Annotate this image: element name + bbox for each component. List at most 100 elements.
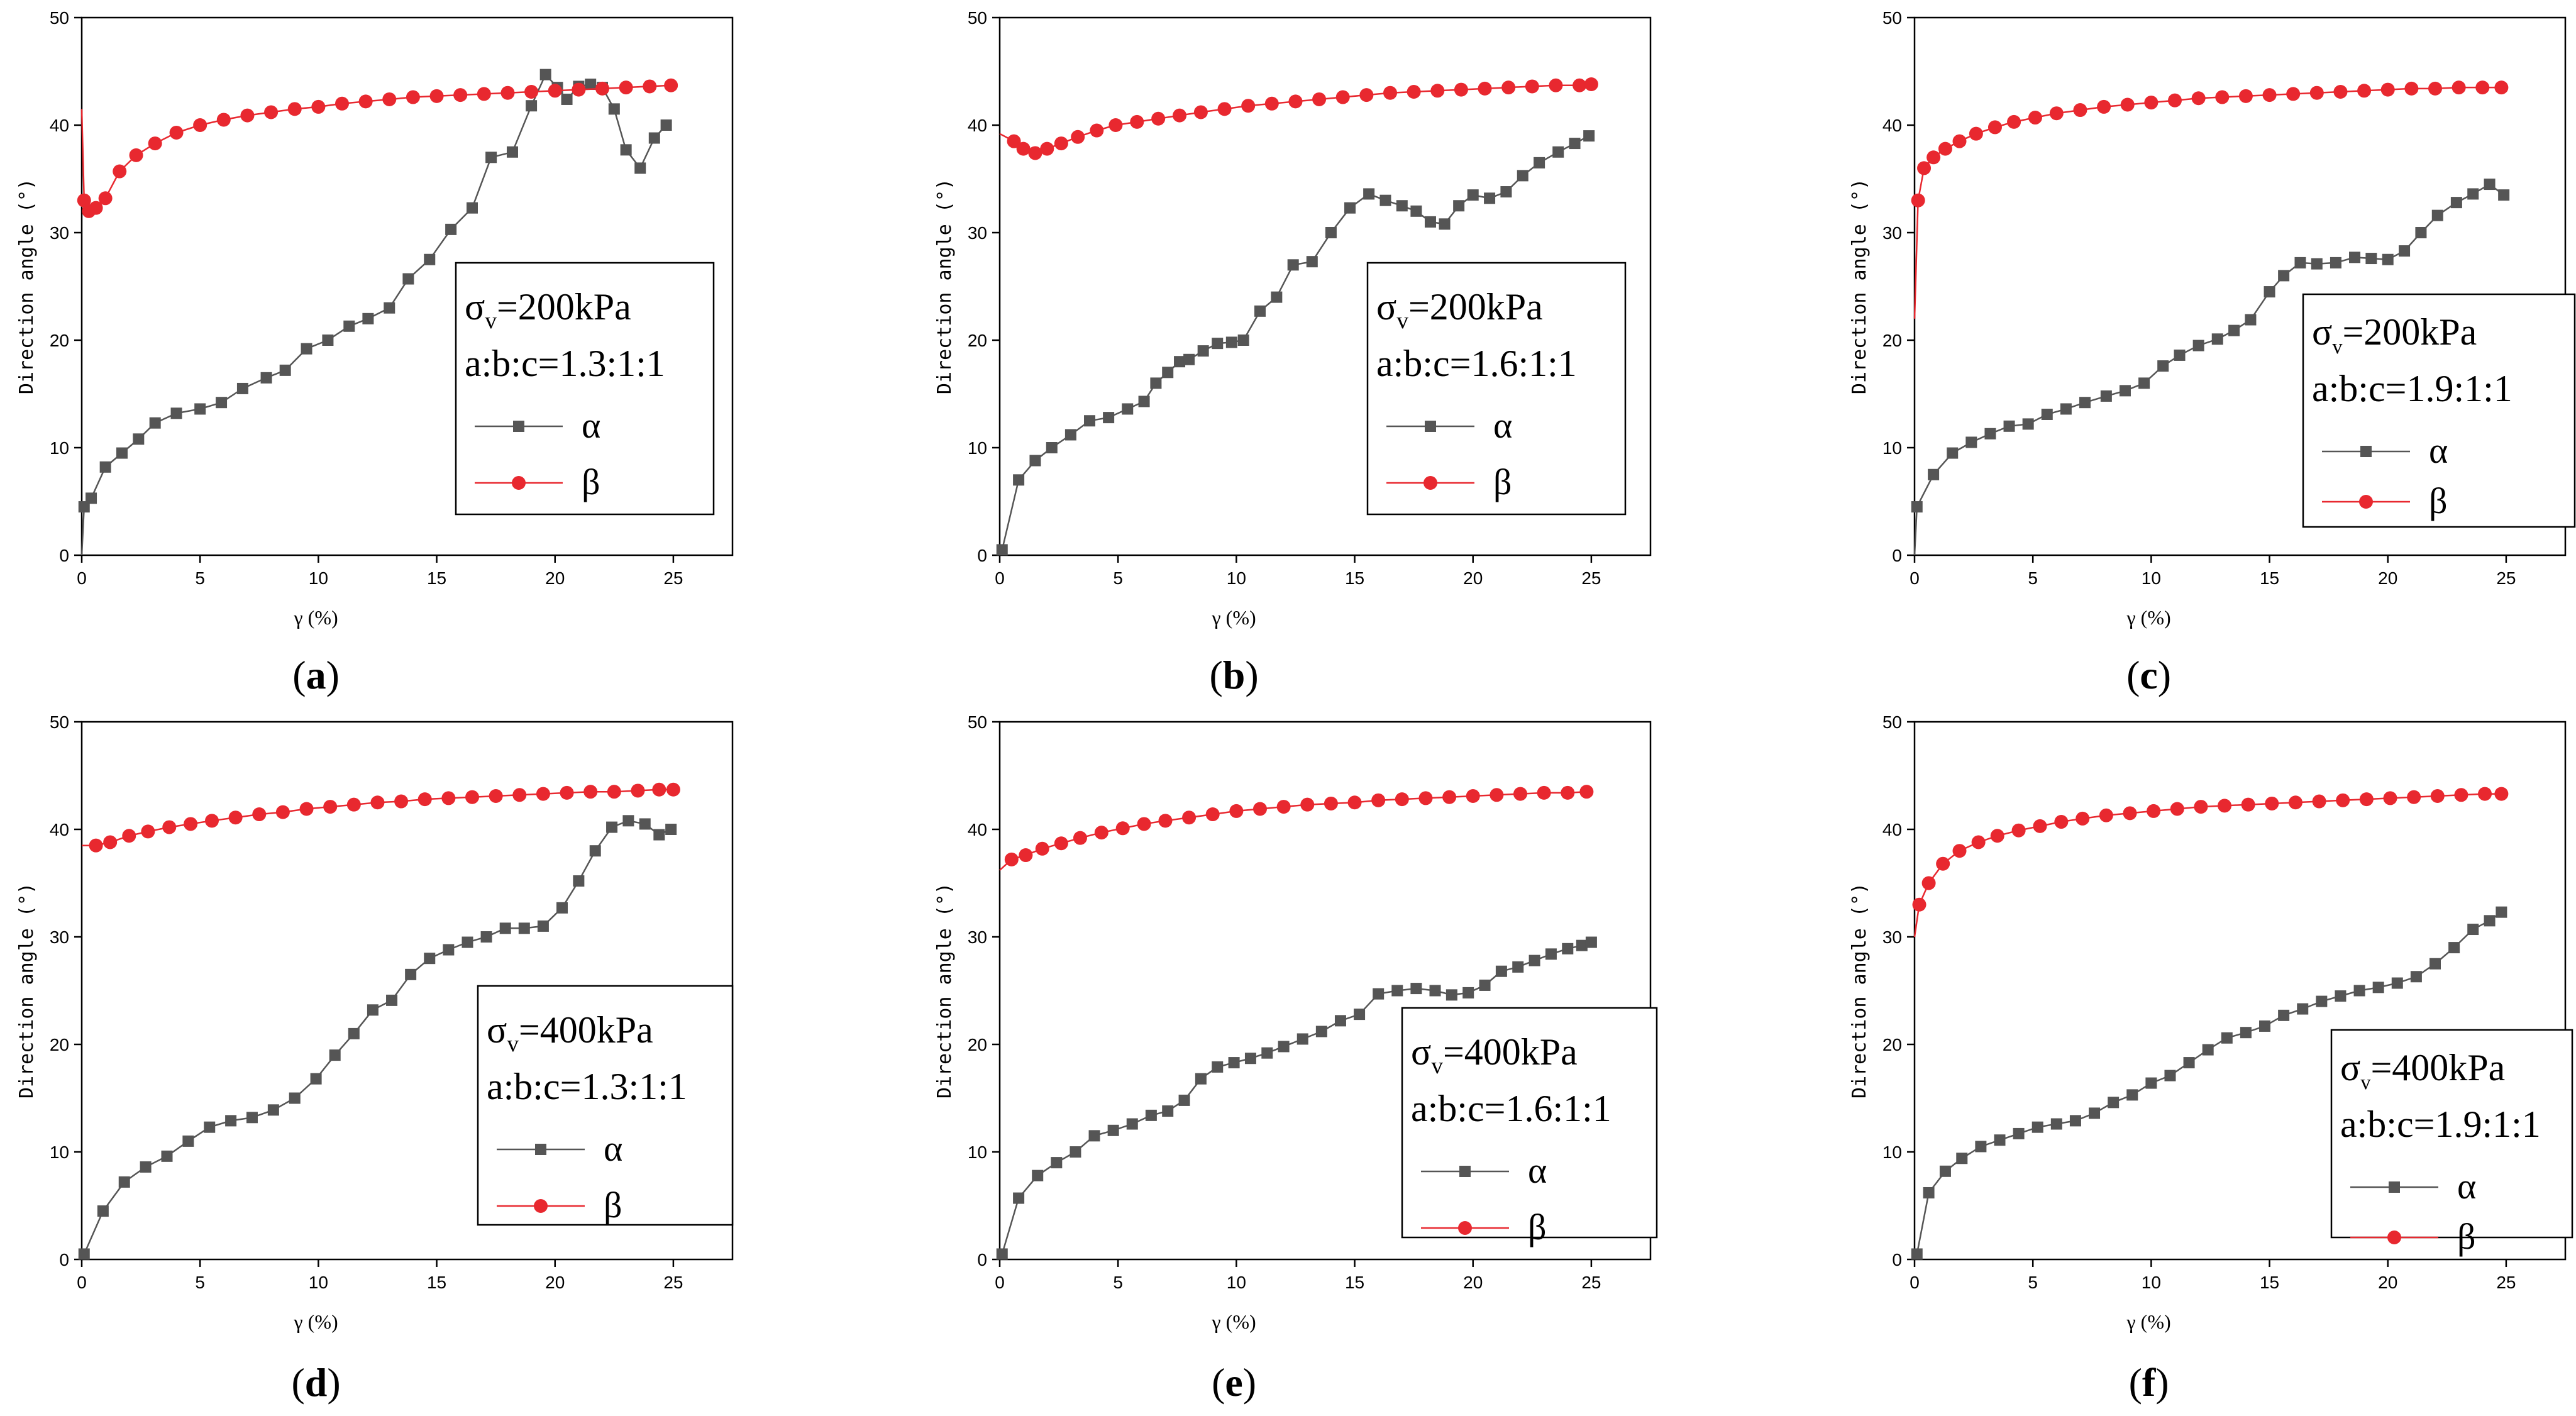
beta-point — [335, 96, 349, 111]
beta-point — [1108, 118, 1123, 132]
alpha-point — [1103, 412, 1115, 424]
beta-point — [1241, 99, 1256, 113]
beta-point — [1917, 161, 1932, 175]
alpha-point — [1396, 200, 1408, 212]
beta-point — [2380, 82, 2395, 97]
y-tick-label: 50 — [50, 712, 69, 732]
alpha-point — [2467, 924, 2479, 936]
beta-point — [1229, 804, 1244, 818]
alpha-point — [1174, 356, 1186, 368]
alpha-point — [424, 953, 436, 965]
alpha-point — [204, 1121, 216, 1133]
beta-point — [2288, 795, 2302, 810]
beta-point — [1952, 134, 1967, 148]
legend-box — [1401, 1007, 1658, 1239]
beta-point — [2494, 787, 2509, 801]
legend-ratio: a:b:c=1.9:1:1 — [2340, 1103, 2541, 1145]
alpha-point — [1013, 474, 1025, 486]
beta-point — [1182, 810, 1197, 825]
x-tick-label: 20 — [545, 1273, 565, 1292]
beta-point — [2097, 99, 2111, 114]
alpha-point — [1391, 985, 1403, 997]
alpha-point — [322, 335, 334, 346]
alpha-point — [585, 79, 597, 91]
legend-box — [455, 262, 715, 516]
alpha-point — [386, 994, 398, 1006]
x-tick-label: 0 — [995, 568, 1005, 588]
x-axis-title: γ (%) — [1212, 1310, 1256, 1333]
alpha-point — [289, 1092, 301, 1104]
panel-c: 0 5 10 15 20 25 0 10 20 30 40 50 γ (%) Direction angl… — [1849, 8, 2576, 697]
beta-point — [2238, 89, 2253, 103]
beta-point — [643, 79, 657, 94]
alpha-point — [1212, 338, 1224, 350]
legend-alpha-label: α — [2457, 1166, 2476, 1207]
legend-ratio: a:b:c=1.3:1:1 — [465, 343, 665, 384]
alpha-point — [996, 1248, 1008, 1260]
beta-point — [477, 87, 491, 101]
beta-point — [1969, 126, 1983, 141]
beta-point — [1573, 78, 1587, 92]
x-tick-label: 20 — [2378, 1273, 2397, 1292]
beta-point — [2454, 788, 2468, 802]
alpha-point — [86, 492, 97, 504]
alpha-point — [589, 845, 601, 857]
alpha-point — [1296, 1033, 1308, 1045]
alpha-point — [606, 821, 618, 833]
beta-point — [1253, 802, 1267, 816]
alpha-point — [2079, 397, 2091, 409]
alpha-point — [485, 152, 497, 163]
alpha-point — [1162, 1105, 1174, 1117]
beta-point — [1054, 136, 1068, 151]
panel-label: (b) — [1209, 653, 1258, 697]
beta-point — [1525, 79, 1539, 94]
beta-point — [1466, 788, 1480, 803]
beta-point — [607, 785, 621, 799]
alpha-point — [573, 875, 585, 887]
beta-point — [287, 102, 302, 116]
beta-point — [1040, 141, 1054, 156]
alpha-point — [443, 944, 455, 956]
alpha-point — [1379, 194, 1391, 206]
panel-label-open: ( — [2126, 653, 2140, 697]
alpha-point — [1545, 948, 1557, 960]
legend-beta-marker — [512, 476, 526, 490]
beta-point — [1371, 793, 1386, 807]
beta-point — [1501, 80, 1516, 95]
alpha-point — [2353, 985, 2365, 997]
alpha-point — [2164, 1070, 2176, 1081]
series-line-beta — [999, 790, 1587, 871]
y-tick-label: 10 — [968, 438, 987, 458]
beta-point — [1004, 852, 1019, 866]
beta-point — [323, 800, 338, 814]
alpha-point — [1373, 988, 1385, 1000]
alpha-point — [1084, 415, 1096, 427]
alpha-point — [2335, 990, 2347, 1002]
alpha-point — [608, 103, 620, 115]
legend-stress-value: =200kPa — [1408, 286, 1543, 328]
panel-e: 0 5 10 15 20 25 0 10 20 30 40 50 γ (%) Direction angl… — [934, 712, 1658, 1405]
x-tick-label: 20 — [1463, 568, 1483, 588]
alpha-point — [1228, 1057, 1240, 1069]
legend-stress-symbol: σ — [1411, 1031, 1431, 1073]
beta-point — [2312, 794, 2326, 809]
beta-point — [1579, 785, 1594, 799]
alpha-point — [2240, 1027, 2252, 1039]
beta-point — [2262, 88, 2277, 102]
x-tick-label: 15 — [427, 568, 446, 588]
legend-stress-symbol: σ — [487, 1009, 507, 1051]
beta-point — [1911, 193, 1925, 207]
legend-beta-label: β — [1528, 1207, 1547, 1247]
alpha-point — [648, 132, 660, 144]
beta-point — [1073, 831, 1087, 845]
alpha-point — [620, 144, 632, 156]
y-tick-label: 20 — [1882, 331, 1902, 350]
alpha-point — [343, 320, 355, 332]
alpha-point — [1212, 1061, 1224, 1073]
y-tick-label: 10 — [1882, 438, 1902, 458]
alpha-point — [99, 461, 111, 473]
panel-label-letter: c — [2140, 653, 2157, 697]
x-tick-label: 25 — [1581, 1273, 1601, 1292]
panel-label-close: ) — [326, 653, 340, 697]
legend-alpha-label: α — [2429, 430, 2448, 471]
